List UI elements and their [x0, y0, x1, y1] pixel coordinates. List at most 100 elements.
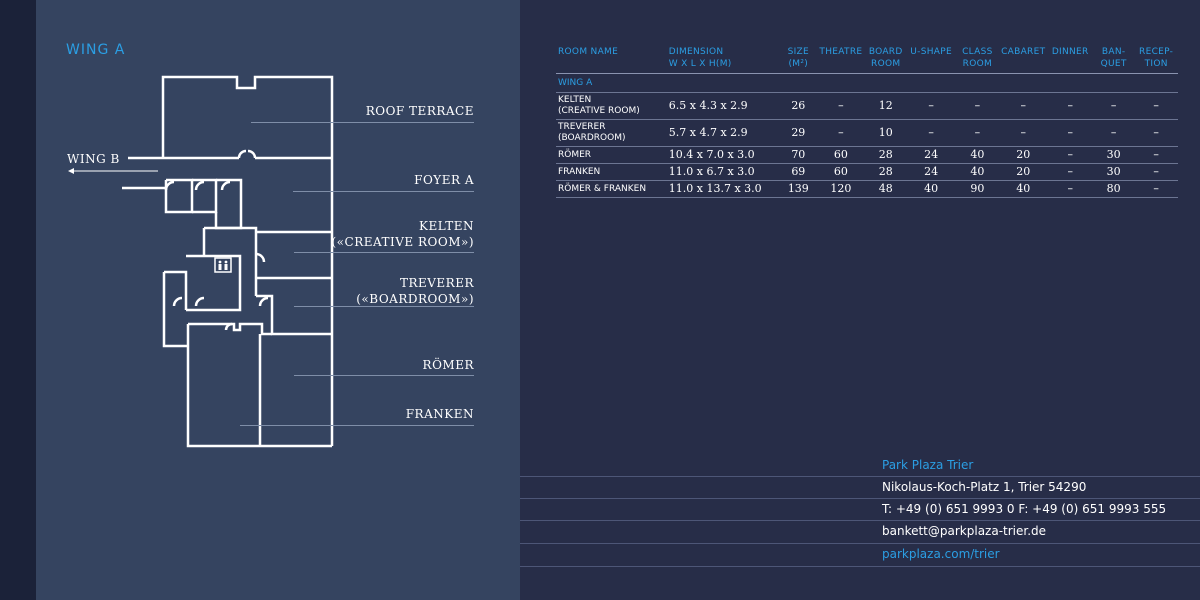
- room-name-line2: (BOARDROOM): [558, 133, 626, 143]
- cap-boardroom: 48: [864, 180, 907, 198]
- col-size-line1: SIZE: [787, 47, 810, 57]
- cap-boardroom: 28: [864, 163, 907, 181]
- door-arc: [237, 149, 247, 159]
- label-treverer-line2: («BOARDROOM»): [356, 292, 474, 306]
- cap-reception: –: [1134, 119, 1178, 147]
- core-wall: [204, 226, 258, 296]
- col-classroom-line2: ROOM: [962, 59, 993, 69]
- wing-b-label: WING B: [67, 152, 120, 166]
- table-row: KELTEN (CREATIVE ROOM) 6.5 x 4.3 x 2.9 26…: [556, 92, 1178, 120]
- door-arc: [164, 180, 175, 191]
- side-room: [164, 270, 188, 310]
- room-size: 70: [779, 146, 817, 164]
- contact-divider: [520, 476, 1200, 477]
- leader-treverer: [294, 306, 474, 307]
- contact-divider: [520, 543, 1200, 544]
- cap-cabaret: 20: [999, 146, 1048, 164]
- col-reception-line1: RECEP-: [1139, 47, 1174, 57]
- cap-dinner: –: [1047, 119, 1094, 147]
- room-name-line2: (CREATIVE ROOM): [558, 106, 640, 116]
- cap-dinner: –: [1047, 163, 1094, 181]
- room-size: 139: [779, 180, 817, 198]
- col-banquet: BAN- QUET: [1093, 44, 1135, 74]
- label-franken: FRANKEN: [405, 407, 474, 421]
- floorplan-drawing: [68, 75, 334, 448]
- hall-outer-wall: [186, 324, 332, 448]
- col-boardroom-line2: ROOM: [871, 59, 901, 69]
- room-dimension: 5.7 x 4.7 x 2.9: [666, 119, 780, 147]
- door-arc: [224, 322, 233, 331]
- cap-ushape: 40: [906, 180, 956, 198]
- cap-boardroom: 28: [864, 146, 907, 164]
- col-boardroom: BOARD ROOM: [864, 44, 907, 74]
- col-classroom-line1: CLASS: [962, 47, 993, 57]
- stair-block: [186, 254, 242, 312]
- room-dimension: 10.4 x 7.0 x 3.0: [666, 146, 780, 164]
- room-name: RÖMER: [556, 146, 667, 164]
- cap-ushape: 24: [906, 163, 956, 181]
- label-treverer: TREVERER («BOARDROOM»): [356, 275, 474, 307]
- door-arc: [194, 180, 205, 191]
- table-header-row: ROOM NAME DIMENSION W X L X H(M) SIZE (M²)…: [556, 44, 1178, 74]
- col-banquet-line1: BAN-: [1101, 47, 1126, 57]
- door-arc: [247, 149, 257, 159]
- service-room-1: [164, 178, 194, 214]
- cap-theatre: –: [816, 92, 865, 120]
- hotel-address: Nikolaus-Koch-Platz 1, Trier 54290: [882, 480, 1087, 494]
- leader-franken: [240, 425, 474, 426]
- leader-roof-terrace: [251, 122, 474, 123]
- door-arc: [172, 296, 183, 307]
- label-treverer-line1: TREVERER: [399, 276, 474, 290]
- col-boardroom-line1: BOARD: [868, 47, 903, 57]
- cap-classroom: 90: [955, 180, 1000, 198]
- room-dimension: 11.0 x 6.7 x 3.0: [666, 163, 780, 181]
- cap-theatre: 60: [816, 163, 865, 181]
- col-ushape: U-SHAPE: [906, 44, 956, 74]
- treverer-walls: [256, 294, 332, 336]
- contact-divider: [520, 566, 1200, 567]
- cap-reception: –: [1134, 180, 1178, 198]
- col-dimension-line2: W X L X H(M): [668, 59, 732, 69]
- cap-classroom: –: [955, 119, 1000, 147]
- page-spine: [0, 0, 36, 600]
- cap-dinner: –: [1047, 92, 1094, 120]
- leader-roemer: [294, 375, 474, 376]
- col-dimension-line1: DIMENSION: [668, 47, 724, 57]
- label-roemer: RÖMER: [422, 358, 474, 372]
- hotel-email-link[interactable]: bankett@parkplaza-trier.de: [882, 524, 1047, 538]
- room-name: RÖMER & FRANKEN: [556, 180, 667, 198]
- contact-divider: [520, 520, 1200, 521]
- table-row: FRANKEN 11.0 x 6.7 x 3.0 69 60 28 24 40 …: [556, 163, 1178, 181]
- label-kelten-line2: («CREATIVE ROOM»): [331, 235, 474, 249]
- cap-ushape: –: [906, 92, 956, 120]
- cap-cabaret: 40: [999, 180, 1048, 198]
- section-label: WING A: [556, 73, 1178, 93]
- hotel-phone-fax: T: +49 (0) 651 9993 0 F: +49 (0) 651 999…: [882, 502, 1167, 516]
- cap-theatre: 120: [816, 180, 865, 198]
- cap-banquet: 30: [1093, 146, 1135, 164]
- cap-dinner: –: [1047, 146, 1094, 164]
- cap-ushape: 24: [906, 146, 956, 164]
- cap-boardroom: 12: [864, 92, 907, 120]
- door-arc: [258, 296, 269, 307]
- service-room-3: [214, 178, 243, 230]
- room-name: KELTEN (CREATIVE ROOM): [556, 92, 667, 120]
- door-arc: [255, 252, 266, 263]
- cap-cabaret: 20: [999, 163, 1048, 181]
- info-panel: ROOM NAME DIMENSION W X L X H(M) SIZE (M²)…: [520, 0, 1200, 600]
- table-row: RÖMER 10.4 x 7.0 x 3.0 70 60 28 24 40 20…: [556, 146, 1178, 164]
- cap-ushape: –: [906, 119, 956, 147]
- col-size-line2: (M²): [788, 59, 809, 69]
- roof-terrace-walls: [161, 75, 334, 158]
- cap-boardroom: 10: [864, 119, 907, 147]
- cap-banquet: 80: [1093, 180, 1135, 198]
- room-name: TREVERER (BOARDROOM): [556, 119, 667, 147]
- hotel-website-link[interactable]: parkplaza.com/trier: [882, 547, 1000, 561]
- room-size: 29: [779, 119, 817, 147]
- cap-reception: –: [1134, 163, 1178, 181]
- cap-reception: –: [1134, 146, 1178, 164]
- room-dimension: 6.5 x 4.3 x 2.9: [666, 92, 780, 120]
- table-section-row: WING A: [556, 73, 1178, 93]
- floorplan-panel: WING A: [36, 0, 520, 600]
- cap-cabaret: –: [999, 92, 1048, 120]
